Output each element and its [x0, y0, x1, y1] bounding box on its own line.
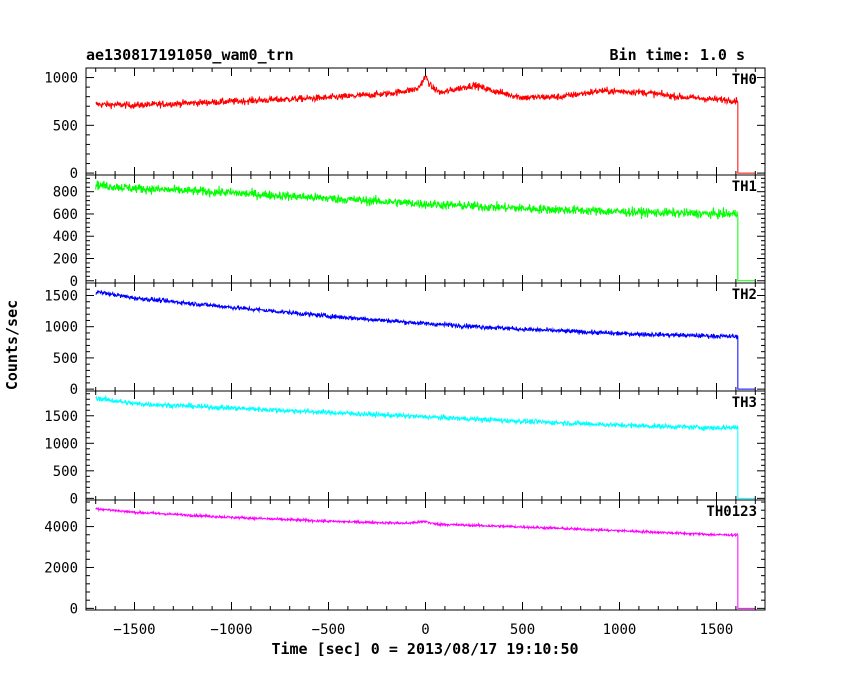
panel-label-th1: TH1: [732, 179, 757, 195]
panel-label-th0: TH0: [732, 72, 757, 88]
x-tick-label: 1000: [603, 622, 637, 638]
series-line-th3: [95, 394, 756, 499]
y-tick-label: 1000: [44, 320, 78, 336]
x-axis: −1500 −1000 −500 0 500 1000 1500: [113, 622, 733, 638]
panels-group: 0 500 1000 TH0 0 200 400 600 800 TH1 0 500 1000 1500 T…: [44, 67, 766, 617]
panel-label-th0123: TH0123: [706, 504, 757, 520]
panel-frame: [85, 67, 766, 176]
y-tick-label: 1500: [44, 288, 78, 304]
panel-th2: 0 500 1000 1500 TH2: [44, 282, 766, 398]
y-tick-label: 400: [53, 229, 78, 245]
x-tick-label: 0: [421, 622, 429, 638]
y-tick-label: 2000: [44, 560, 78, 576]
y-tick-label: 0: [70, 601, 78, 617]
chart-title: ae130817191050_wam0_trn: [86, 46, 294, 64]
panel-frame: [85, 390, 766, 501]
y-axis-label: Counts/sec: [3, 300, 21, 390]
y-tick-label: 800: [53, 185, 78, 201]
series-line-th0123: [95, 506, 756, 609]
y-tick-label: 1000: [44, 436, 78, 452]
y-tick-label: 200: [53, 252, 78, 268]
x-tick-label: −500: [312, 622, 346, 638]
panel-th0123: 0 2000 4000 TH0123: [44, 499, 766, 617]
panel-th3: 0 500 1000 1500 TH3: [44, 390, 766, 507]
y-tick-label: 0: [70, 491, 78, 507]
series-line-th1: [95, 180, 756, 282]
y-tick-label: 1000: [44, 71, 78, 87]
series-line-th2: [95, 289, 756, 390]
panel-frame: [85, 282, 766, 392]
y-tick-label: 0: [70, 166, 78, 182]
x-tick-label: −1500: [113, 622, 155, 638]
x-tick-label: −1000: [210, 622, 252, 638]
y-tick-label: 500: [53, 118, 78, 134]
panel-label-th2: TH2: [732, 287, 757, 303]
x-tick-label: 1500: [700, 622, 734, 638]
panel-th1: 0 200 400 600 800 TH1: [53, 174, 766, 290]
y-tick-label: 1500: [44, 409, 78, 425]
x-tick-label: 500: [510, 622, 535, 638]
y-tick-label: 500: [53, 351, 78, 367]
y-tick-label: 600: [53, 207, 78, 223]
x-axis-label: Time [sec] 0 = 2013/08/17 19:10:50: [271, 640, 578, 658]
series-line-th0: [95, 75, 756, 174]
panel-th0: 0 500 1000 TH0: [44, 67, 766, 182]
bin-time-label: Bin time: 1.0 s: [610, 46, 745, 64]
y-tick-label: 4000: [44, 520, 78, 536]
y-tick-label: 0: [70, 274, 78, 290]
y-tick-label: 0: [70, 382, 78, 398]
panel-label-th3: TH3: [732, 395, 757, 411]
y-tick-label: 500: [53, 464, 78, 480]
